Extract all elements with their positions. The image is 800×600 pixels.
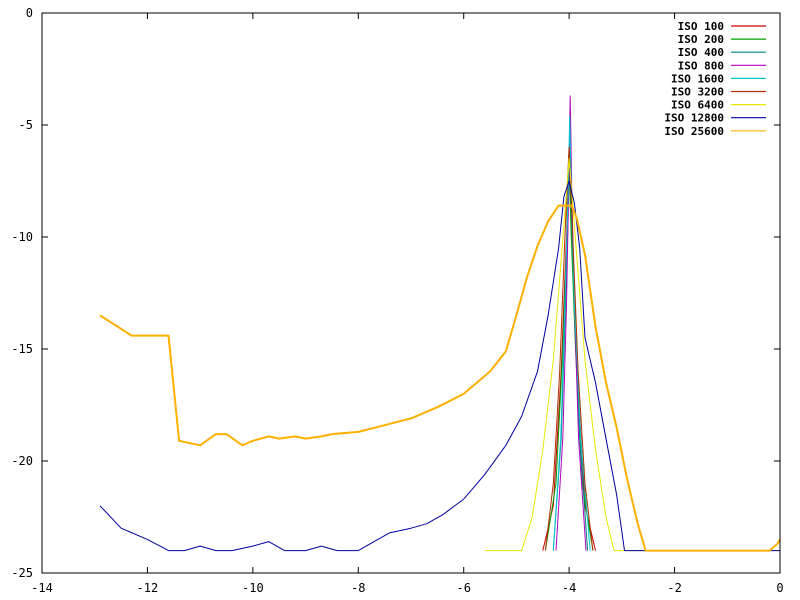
legend-label: ISO 400 [678,46,724,59]
legend-label: ISO 12800 [664,112,724,125]
x-tick-label: 0 [776,581,783,595]
series-line-iso-800 [555,95,587,551]
legend-label: ISO 1600 [671,72,724,85]
y-tick-label: -5 [19,118,33,132]
x-tick-label: -12 [137,581,159,595]
x-tick-label: -4 [562,581,576,595]
x-tick-label: -10 [242,581,264,595]
legend-label: ISO 200 [678,33,724,46]
series-line-iso-25600 [99,204,781,552]
x-tick-label: -14 [31,581,53,595]
legend-label: ISO 6400 [671,99,724,112]
series-line-iso-12800 [99,180,780,552]
legend-label: ISO 25600 [664,125,724,138]
legend-label: ISO 800 [678,59,724,72]
y-tick-label: -25 [11,566,33,580]
series-line-iso-1600 [552,115,591,551]
x-tick-label: -8 [351,581,365,595]
y-tick-label: -15 [11,342,33,356]
tick-layer: -14 -12 -10 -8 -6 -4 -2 00-5-10-15-20-25 [11,6,783,595]
legend-label: ISO 100 [678,20,724,33]
plot-frame [41,12,781,574]
y-tick-label: -10 [11,230,33,244]
legend-label: ISO 3200 [671,86,724,99]
series-line-iso-3200 [544,146,594,551]
series-line-iso-6400 [484,158,780,552]
x-tick-label: -6 [456,581,470,595]
y-tick-label: -20 [11,454,33,468]
y-tick-label: 0 [26,6,33,20]
x-tick-label: -2 [667,581,681,595]
series-layer [99,95,781,552]
